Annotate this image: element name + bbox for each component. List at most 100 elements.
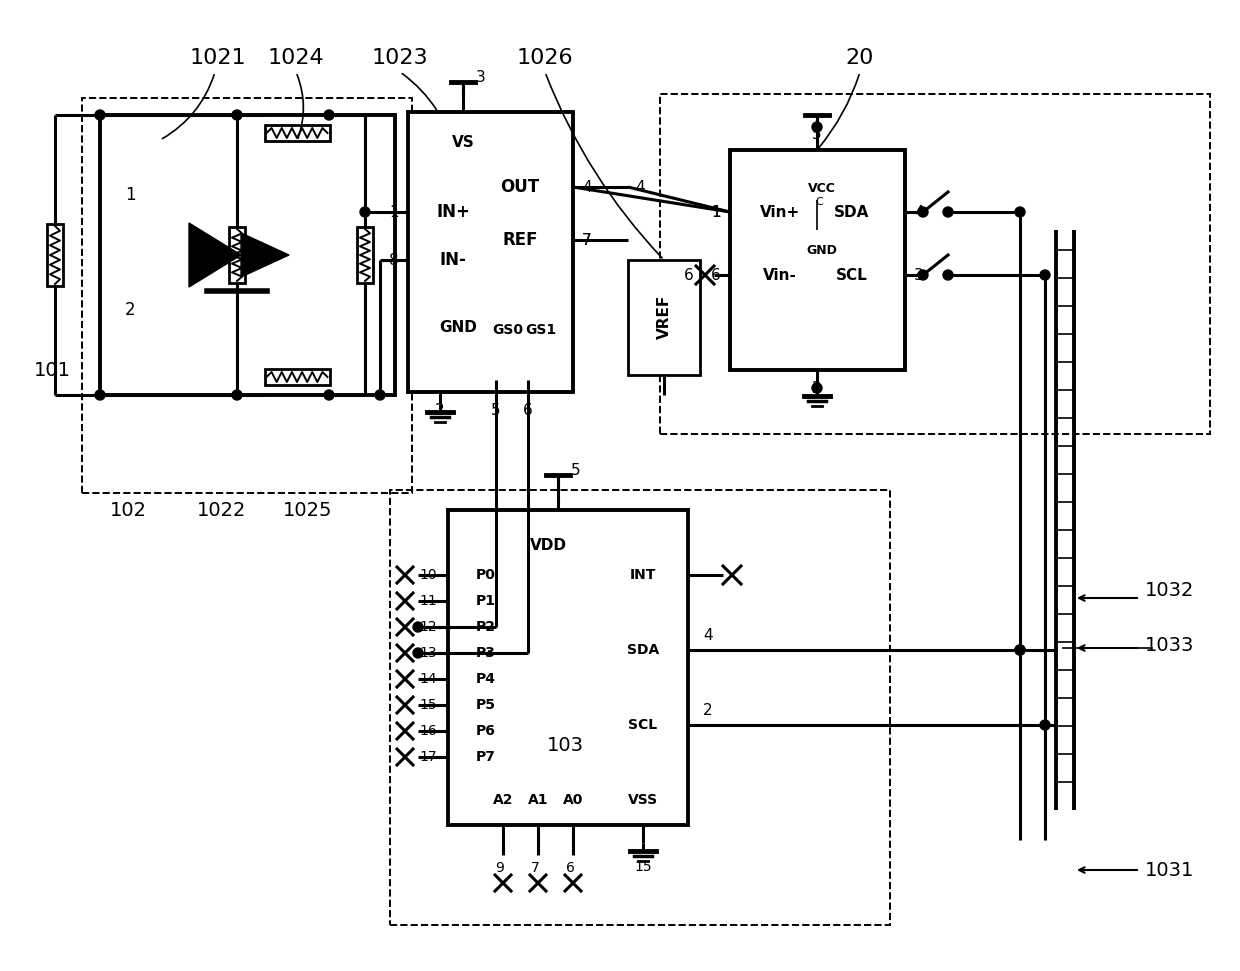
Text: 7: 7 xyxy=(531,861,539,875)
Circle shape xyxy=(812,383,822,393)
Text: 4: 4 xyxy=(703,627,713,643)
Bar xyxy=(730,150,905,370)
Text: 14: 14 xyxy=(419,672,436,686)
Text: 1: 1 xyxy=(712,205,720,219)
Text: C: C xyxy=(815,197,823,207)
Text: IN-: IN- xyxy=(439,251,466,269)
Text: IN+: IN+ xyxy=(436,203,470,221)
Text: P4: P4 xyxy=(476,672,496,686)
Text: 5: 5 xyxy=(491,403,501,418)
Text: 2: 2 xyxy=(435,403,445,418)
Text: A0: A0 xyxy=(563,793,583,807)
Text: P7: P7 xyxy=(476,750,496,764)
Text: 12: 12 xyxy=(419,620,436,634)
Text: 1023: 1023 xyxy=(372,48,428,68)
Text: P2: P2 xyxy=(476,620,496,634)
Circle shape xyxy=(942,270,954,280)
Bar xyxy=(627,260,701,375)
Text: 1021: 1021 xyxy=(190,48,247,68)
Circle shape xyxy=(1040,270,1050,280)
Bar xyxy=(408,112,573,392)
Text: 1: 1 xyxy=(389,205,399,219)
Bar xyxy=(391,490,890,925)
Text: P0: P0 xyxy=(476,568,496,582)
Text: 6: 6 xyxy=(523,403,533,418)
Text: A2: A2 xyxy=(492,793,513,807)
Text: 5: 5 xyxy=(812,126,822,142)
Text: 1031: 1031 xyxy=(1146,860,1194,880)
Circle shape xyxy=(324,110,334,120)
Text: INT: INT xyxy=(630,568,656,582)
Text: 7: 7 xyxy=(583,232,591,248)
Text: 1032: 1032 xyxy=(1146,581,1194,599)
Text: Vin+: Vin+ xyxy=(760,205,800,219)
Text: 15: 15 xyxy=(419,698,436,712)
Circle shape xyxy=(812,122,822,132)
Circle shape xyxy=(232,390,242,400)
Circle shape xyxy=(95,390,105,400)
Text: A1: A1 xyxy=(528,793,548,807)
Text: GS1: GS1 xyxy=(526,323,557,337)
Circle shape xyxy=(95,110,105,120)
Circle shape xyxy=(1016,207,1025,217)
Text: P3: P3 xyxy=(476,646,496,660)
Polygon shape xyxy=(188,223,241,287)
Text: OUT: OUT xyxy=(501,178,539,196)
Circle shape xyxy=(360,207,370,217)
Text: VDD: VDD xyxy=(529,538,567,552)
Text: 4: 4 xyxy=(635,180,645,194)
Text: P6: P6 xyxy=(476,724,496,738)
Text: SDA: SDA xyxy=(835,205,869,219)
Circle shape xyxy=(232,110,242,120)
Text: 101: 101 xyxy=(33,360,71,380)
Text: 20: 20 xyxy=(846,48,874,68)
Text: VCC: VCC xyxy=(808,182,836,194)
Bar xyxy=(448,510,688,825)
Text: 9: 9 xyxy=(496,861,505,875)
Text: GND: GND xyxy=(439,319,477,334)
Bar xyxy=(264,369,330,385)
Text: GND: GND xyxy=(806,244,837,256)
Bar xyxy=(82,98,412,493)
Text: 1033: 1033 xyxy=(1146,635,1194,654)
Bar xyxy=(357,227,373,283)
Text: 3: 3 xyxy=(914,267,924,283)
Text: 15: 15 xyxy=(634,860,652,874)
Circle shape xyxy=(942,207,954,217)
Text: 1024: 1024 xyxy=(268,48,325,68)
Text: P5: P5 xyxy=(476,698,496,712)
Text: 3: 3 xyxy=(476,70,486,84)
Circle shape xyxy=(1016,645,1025,655)
Text: REF: REF xyxy=(502,231,538,249)
Text: 1025: 1025 xyxy=(283,500,332,519)
Circle shape xyxy=(918,270,928,280)
Text: 4: 4 xyxy=(583,180,591,194)
Text: SDA: SDA xyxy=(627,643,660,657)
Circle shape xyxy=(374,390,384,400)
Text: 2: 2 xyxy=(703,702,713,718)
Text: 1026: 1026 xyxy=(517,48,573,68)
Circle shape xyxy=(413,648,423,658)
Bar xyxy=(229,227,246,283)
Text: P1: P1 xyxy=(476,594,496,608)
Bar xyxy=(100,115,396,395)
Text: 2: 2 xyxy=(812,381,822,395)
Text: 1022: 1022 xyxy=(197,500,247,519)
Circle shape xyxy=(918,207,928,217)
Text: 5: 5 xyxy=(572,462,580,478)
Text: 11: 11 xyxy=(419,594,436,608)
Text: 2: 2 xyxy=(125,301,135,319)
Text: SCL: SCL xyxy=(629,718,657,732)
Text: 1: 1 xyxy=(712,205,720,219)
Text: 8: 8 xyxy=(389,252,399,267)
Bar xyxy=(660,94,1210,434)
Text: 1: 1 xyxy=(125,186,135,204)
Text: VSS: VSS xyxy=(627,793,658,807)
Circle shape xyxy=(324,390,334,400)
Text: 6: 6 xyxy=(684,267,694,283)
Bar xyxy=(47,224,63,286)
Text: VS: VS xyxy=(451,135,475,150)
Text: SCL: SCL xyxy=(836,267,868,283)
Text: 4: 4 xyxy=(914,205,924,219)
Circle shape xyxy=(1040,720,1050,730)
